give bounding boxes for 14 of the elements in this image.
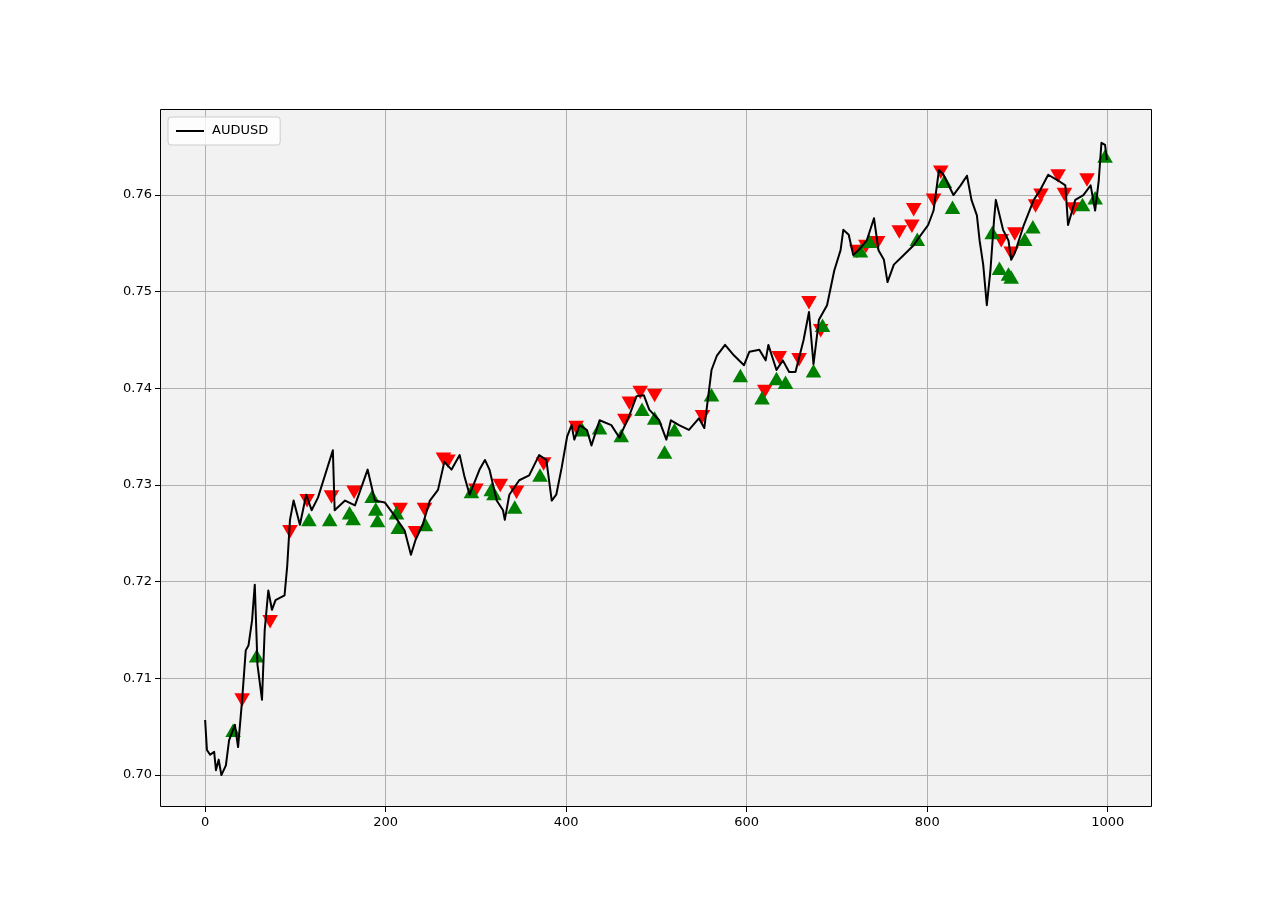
legend-label: AUDUSD: [212, 122, 269, 138]
x-tick-label: 400: [553, 814, 579, 830]
y-tick-label: 0.70: [123, 766, 152, 782]
y-tick-label: 0.71: [123, 669, 152, 685]
x-tick-label: 200: [373, 814, 399, 830]
x-tick-label: 600: [734, 814, 760, 830]
y-tick-label: 0.75: [123, 283, 152, 299]
y-tick-label: 0.74: [123, 379, 152, 395]
x-tick-label: 0: [200, 814, 210, 830]
y-tick-label: 0.76: [123, 186, 152, 202]
y-tick-label: 0.73: [123, 476, 152, 492]
x-tick-label: 800: [914, 814, 940, 830]
y-tick-label: 0.72: [123, 573, 152, 589]
x-tick-label: 1000: [1091, 814, 1125, 830]
